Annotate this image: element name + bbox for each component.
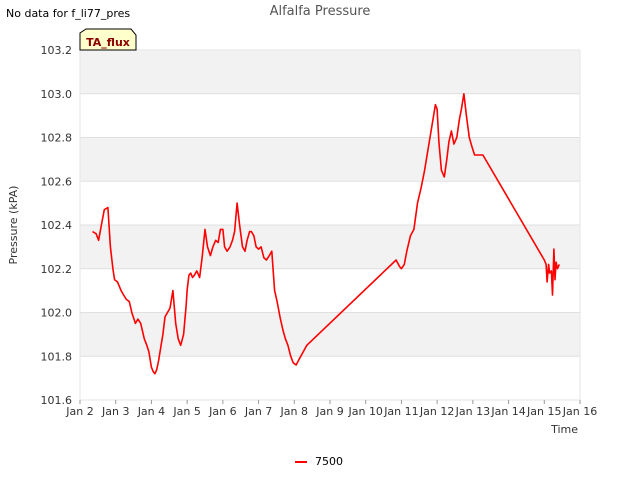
y-axis-title: Pressure (kPA)	[7, 186, 20, 265]
chart-title: Alfalfa Pressure	[270, 4, 371, 19]
legend[interactable]: 7500	[295, 455, 343, 468]
y-tick-label: 103.0	[41, 88, 73, 101]
x-tick-label: Jan 3	[101, 405, 129, 418]
x-tick-label: Jan 13	[455, 405, 490, 418]
y-tick-label: 101.6	[41, 394, 73, 407]
legend-label-7500: 7500	[315, 455, 343, 468]
x-tick-label: Jan 15	[526, 405, 561, 418]
band-1	[80, 312, 580, 357]
y-tick-label: 102.2	[41, 263, 73, 276]
no-data-message: No data for f_li77_pres	[6, 7, 131, 20]
x-tick-label: Jan 11	[383, 405, 418, 418]
plot-background-bands	[80, 50, 580, 357]
badge-background	[79, 28, 137, 51]
band-5	[80, 137, 580, 182]
band-3	[80, 225, 580, 269]
x-axis-ticks: Jan 2 Jan 3 Jan 4 Jan 5 Jan 6 Jan 7 Jan 8 Jan 9…	[65, 400, 597, 418]
series-layer	[92, 93, 561, 375]
x-tick-label: Jan 7	[244, 405, 272, 418]
x-tick-label: Jan 6	[208, 405, 236, 418]
x-axis-title: Time	[550, 423, 578, 436]
y-tick-label: 103.2	[41, 44, 73, 57]
x-tick-label: Jan 4	[137, 405, 165, 418]
ta-flux-badge[interactable]: TA_flux	[79, 28, 137, 51]
x-tick-label: Jan 12	[419, 405, 454, 418]
y-tick-label: 102.6	[41, 175, 73, 188]
x-tick-label: Jan 2	[65, 405, 93, 418]
y-axis-ticks: 101.6 101.8 102.0 102.2 102.4 102.6 102.8 103.0…	[41, 44, 73, 407]
x-tick-label: Jan 5	[172, 405, 200, 418]
badge-label: TA_flux	[86, 36, 130, 49]
series-line-7500	[92, 93, 561, 375]
x-tick-label: Jan 16	[562, 405, 597, 418]
y-tick-label: 102.8	[41, 132, 73, 145]
x-tick-label: Jan 8	[280, 405, 308, 418]
band-7	[80, 50, 580, 94]
x-tick-label: Jan 10	[347, 405, 382, 418]
y-tick-label: 102.4	[41, 219, 73, 232]
y-tick-label: 101.8	[41, 350, 73, 363]
y-tick-label: 102.0	[41, 307, 73, 320]
x-tick-label: Jan 9	[315, 405, 343, 418]
x-tick-label: Jan 14	[490, 405, 525, 418]
